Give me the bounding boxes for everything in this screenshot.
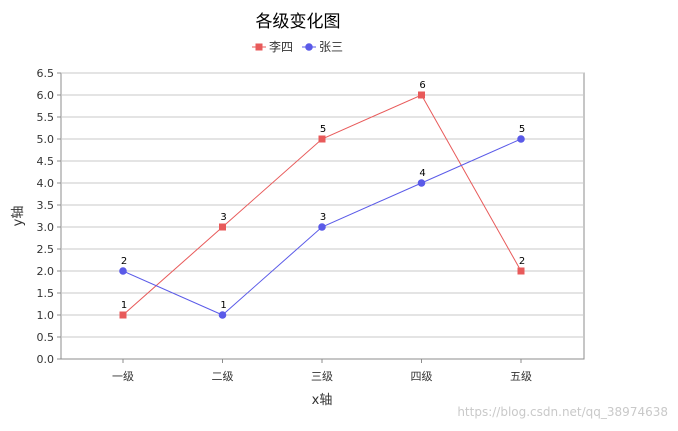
- y-tick-label: 6.0: [37, 89, 55, 102]
- y-axis-ticks: 0.0 0.5 1.0 1.5 2.0 2.5 3.0 3.5 4.0 4.5 5.0 5.5 6.0 6…: [37, 67, 61, 366]
- x-tick-label: 一级: [112, 370, 134, 383]
- data-label: 1: [121, 300, 127, 311]
- y-tick-label: 1.0: [37, 309, 55, 322]
- data-label: 3: [320, 212, 326, 223]
- y-tick-label: 3.0: [37, 221, 55, 234]
- y-tick-label: 5.5: [37, 111, 55, 124]
- legend-marker-square: [255, 43, 263, 51]
- series-layer: 1 3 5 6 2 2 1 3 4 5: [119, 80, 525, 319]
- series-circle: 2 1 3 4 5: [119, 124, 525, 319]
- data-point-square: [119, 311, 127, 319]
- y-tick-label: 5.0: [37, 133, 55, 146]
- legend-marker-circle: [305, 43, 313, 51]
- y-tick-label: 4.0: [37, 177, 55, 190]
- legend-item: 李四: [252, 39, 293, 54]
- data-point-square: [418, 91, 425, 99]
- data-label: 4: [419, 168, 425, 179]
- data-point-square: [219, 223, 226, 231]
- gridlines: [61, 72, 584, 338]
- y-tick-label: 6.5: [37, 67, 55, 80]
- y-axis-label: y轴: [11, 206, 26, 227]
- x-tick-label: 三级: [311, 370, 333, 383]
- data-point-circle: [417, 179, 426, 187]
- x-tick-label: 二级: [212, 370, 234, 383]
- legend-label: 张三: [319, 40, 343, 54]
- y-tick-label: 3.5: [37, 199, 55, 212]
- x-tick-label: 四级: [411, 370, 433, 383]
- y-tick-label: 2.0: [37, 265, 55, 278]
- y-tick-label: 2.5: [37, 243, 55, 256]
- y-tick-label: 0.5: [37, 331, 55, 344]
- data-label: 1: [220, 300, 226, 311]
- data-label: 6: [419, 80, 425, 91]
- data-point-circle: [218, 311, 227, 319]
- x-axis-label: x轴: [312, 393, 333, 408]
- x-tick-label: 五级: [510, 370, 532, 383]
- legend-label: 李四: [269, 39, 293, 54]
- data-point-circle: [119, 267, 127, 275]
- chart-title: 各级变化图: [256, 12, 341, 32]
- series-square: 1 3 5 6 2: [119, 80, 525, 319]
- legend: 李四 张三: [252, 39, 343, 54]
- data-point-circle: [517, 135, 525, 143]
- data-label: 3: [220, 212, 226, 223]
- data-label: 5: [320, 124, 326, 135]
- watermark: https://blog.csdn.net/qq_38974638: [457, 405, 668, 419]
- data-label: 2: [519, 256, 525, 267]
- y-tick-label: 4.5: [37, 155, 55, 168]
- data-point-square: [517, 267, 525, 275]
- legend-item: 张三: [302, 40, 343, 54]
- data-point-square: [318, 135, 326, 143]
- y-tick-label: 0.0: [37, 353, 55, 366]
- data-label: 2: [121, 256, 127, 267]
- data-point-circle: [318, 223, 326, 231]
- y-tick-label: 1.5: [37, 287, 55, 300]
- x-axis-ticks: 一级 二级 三级 四级 五级: [112, 359, 532, 383]
- data-label: 5: [519, 124, 525, 135]
